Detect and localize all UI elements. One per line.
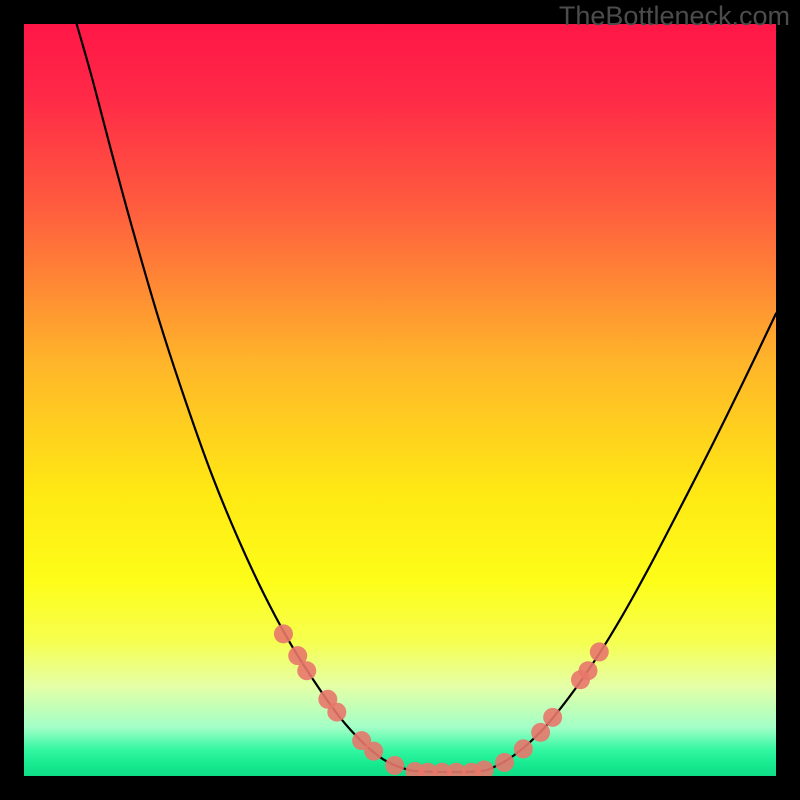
data-marker [385, 756, 404, 775]
data-marker [297, 661, 316, 680]
data-marker [531, 723, 550, 742]
gradient-background [24, 24, 776, 776]
data-marker [364, 742, 383, 761]
plot-area [24, 24, 776, 776]
chart-svg [24, 24, 776, 776]
data-marker [543, 708, 562, 727]
data-marker [495, 753, 514, 772]
data-marker [327, 703, 346, 722]
data-marker [514, 739, 533, 758]
watermark-label: TheBottleneck.com [559, 1, 790, 32]
data-marker [579, 661, 598, 680]
data-marker [274, 624, 293, 643]
data-marker [590, 642, 609, 661]
